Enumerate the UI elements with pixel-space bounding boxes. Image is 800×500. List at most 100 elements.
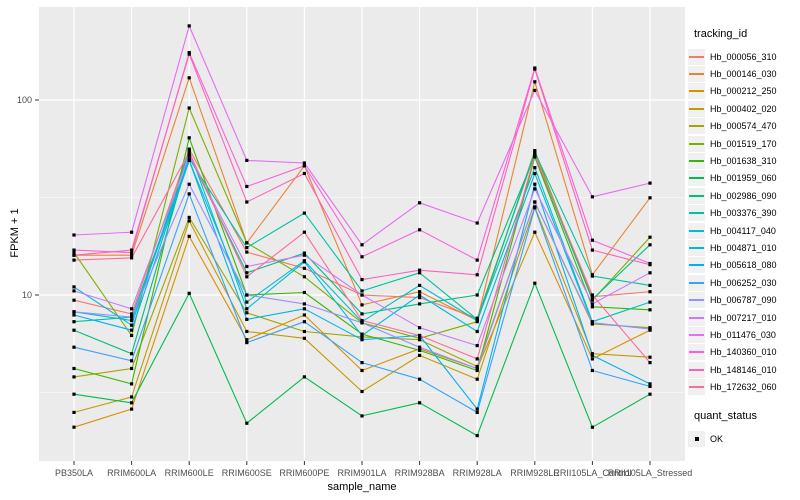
data-point-marker [648,361,652,365]
data-point-marker [130,230,134,234]
data-point-marker [360,368,364,373]
legend-item-label: Hb_011476_030 [710,329,776,340]
data-point-marker [360,303,364,307]
data-point-marker [533,153,537,157]
data-point-marker [418,290,422,294]
data-point-marker [590,352,594,356]
data-point-marker [533,88,537,92]
data-point-marker [418,268,422,272]
legend-item-Hb_000056_310: Hb_000056_310 [688,48,800,65]
data-point-marker [130,333,134,338]
y-axis-title: FPKM + 1 [9,208,21,258]
data-point-marker [72,310,76,314]
legend-item-Hb_001638_310: Hb_001638_310 [688,152,800,170]
data-point-marker [648,308,652,312]
legend-item-label: Hb_004117_040 [710,225,776,236]
legend-key-line-icon [688,66,705,83]
data-point-marker [187,192,191,196]
data-point-marker [360,278,364,282]
data-point-marker [533,206,537,210]
data-point-marker [302,251,306,255]
legend-item-Hb_005618_080: Hb_005618_080 [688,257,800,274]
data-point-marker [302,164,306,168]
data-point-marker [72,313,76,317]
data-point-marker [72,392,76,396]
data-point-marker [302,266,306,270]
data-point-marker [475,221,479,225]
data-point-marker [533,187,537,191]
data-point-marker [130,248,134,252]
x-tick-label: RRIM928LE [510,468,559,478]
x-tick-label: PB350LA [55,468,93,478]
data-point-marker [245,264,249,269]
data-point-marker [302,211,306,215]
data-point-marker [130,366,134,371]
data-point-marker [418,326,422,330]
data-point-marker [418,336,422,340]
legend-item-label: Hb_002986_090 [710,190,777,201]
data-point-marker [418,348,422,352]
data-point-marker [187,215,191,219]
data-point-marker [302,336,306,340]
x-tick-label: RRIM600LE [165,468,214,478]
legend-key-line-icon [688,257,705,274]
legend-key-line-icon [688,48,705,65]
data-point-marker [418,293,422,297]
x-tick-label: RRIM600LA [107,468,156,478]
data-point-marker [245,250,249,254]
data-point-marker [72,258,76,262]
legend-item-label: Hb_000212_250 [710,86,777,97]
data-point-marker [418,333,422,338]
data-point-marker [130,251,134,255]
x-tick-label: RRII105LA_Stressed [608,468,693,478]
data-point-marker [418,345,422,349]
legend-key-line-icon [688,205,705,222]
data-point-marker [72,289,76,293]
data-point-marker [533,200,537,204]
data-point-marker [302,260,306,264]
data-point-marker [648,355,652,359]
data-point-marker [130,395,134,399]
data-point-marker [187,52,191,56]
data-point-marker [648,181,652,185]
legend-item-Hb_006252_030: Hb_006252_030 [688,274,800,291]
data-point-marker [590,248,594,252]
data-point-marker [187,157,191,161]
data-point-marker [475,258,479,262]
data-point-marker [418,401,422,405]
data-point-marker [245,241,249,245]
data-point-marker [187,219,191,223]
legend-item-Hb_001959_060: Hb_001959_060 [688,170,800,187]
data-point-marker [245,158,249,162]
data-point-marker [475,344,479,348]
legend-item-label: Hb_004871_010 [710,242,777,253]
data-point-marker [187,24,191,28]
legend-key-line-icon [688,344,705,361]
data-point-marker [533,150,537,154]
data-point-marker [245,421,249,425]
data-point-marker [475,407,479,411]
data-point-marker [418,353,422,357]
data-point-marker [245,300,249,304]
data-point-marker [245,341,249,345]
legend-key-line-icon [688,118,705,135]
data-point-marker [302,307,306,311]
data-point-marker [187,76,191,80]
data-point-marker [590,305,594,309]
data-point-marker [187,182,191,186]
data-point-marker [590,238,594,242]
data-point-marker [533,230,537,234]
data-point-marker [302,302,306,306]
data-point-marker [302,375,306,379]
data-point-marker [72,320,76,324]
x-tick-label: RRIM928LA [453,468,502,478]
legend-item-Hb_004871_010: Hb_004871_010 [688,239,800,256]
data-point-marker [360,338,364,342]
data-point-marker [590,321,594,325]
data-point-marker [187,291,191,295]
data-point-marker [245,246,249,250]
data-point-marker [130,401,134,405]
legend-item-Hb_003376_390: Hb_003376_390 [688,205,800,222]
legend-item-Hb_004117_040: Hb_004117_040 [688,222,800,239]
data-point-marker [130,323,134,327]
